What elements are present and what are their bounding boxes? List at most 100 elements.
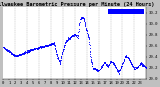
Point: [59, 60, 62, 62]
Point: [79, 18, 81, 19]
Point: [24, 52, 26, 54]
Point: [39, 46, 42, 47]
Point: [86, 32, 88, 33]
Point: [90, 59, 92, 60]
Point: [22, 52, 24, 54]
Point: [21, 53, 23, 55]
Point: [87, 36, 90, 38]
Point: [94, 67, 97, 69]
Point: [49, 44, 51, 45]
Point: [8, 51, 11, 52]
Point: [50, 44, 53, 45]
Point: [80, 16, 83, 18]
Point: [15, 55, 18, 57]
Point: [26, 51, 28, 53]
Point: [134, 68, 136, 70]
Point: [5, 49, 7, 50]
Point: [70, 35, 73, 37]
Point: [2, 46, 4, 47]
Point: [126, 58, 129, 59]
Point: [38, 47, 40, 48]
Point: [25, 52, 28, 53]
Point: [68, 38, 71, 39]
Point: [132, 66, 134, 67]
Point: [22, 53, 24, 54]
Point: [77, 28, 80, 30]
Point: [132, 65, 134, 66]
Point: [9, 51, 11, 52]
Point: [108, 64, 110, 65]
Point: [86, 32, 89, 34]
Point: [78, 25, 80, 26]
Point: [3, 48, 6, 50]
Point: [126, 56, 128, 58]
Point: [140, 63, 143, 65]
Point: [62, 49, 64, 51]
Point: [106, 66, 109, 68]
Point: [25, 52, 27, 53]
Point: [97, 70, 100, 71]
Point: [74, 33, 76, 34]
Point: [71, 34, 73, 36]
Point: [35, 48, 37, 49]
Point: [131, 65, 134, 66]
Point: [30, 49, 32, 51]
Point: [29, 49, 32, 50]
Point: [85, 29, 87, 30]
Point: [68, 37, 71, 39]
Point: [58, 63, 61, 65]
Point: [140, 63, 142, 64]
Point: [94, 68, 96, 70]
Point: [88, 43, 91, 44]
Point: [79, 18, 81, 20]
Point: [109, 62, 112, 64]
Point: [30, 49, 32, 51]
Point: [140, 63, 142, 65]
Point: [73, 34, 75, 35]
Point: [66, 39, 68, 41]
Point: [11, 53, 13, 54]
Point: [104, 61, 106, 63]
Point: [32, 48, 35, 49]
Point: [120, 66, 122, 68]
Point: [33, 47, 36, 49]
Point: [113, 64, 116, 66]
Point: [16, 55, 19, 56]
Point: [102, 64, 104, 66]
Point: [82, 17, 85, 18]
Point: [47, 45, 49, 46]
Point: [70, 36, 72, 37]
Point: [85, 30, 88, 31]
Point: [27, 51, 30, 52]
Point: [66, 41, 69, 42]
Point: [32, 49, 34, 50]
Point: [79, 18, 82, 19]
Point: [91, 66, 94, 67]
Point: [8, 51, 10, 52]
Point: [68, 37, 70, 39]
Point: [81, 17, 84, 18]
Point: [95, 70, 98, 71]
Point: [76, 37, 79, 39]
Point: [106, 65, 108, 67]
Point: [52, 43, 54, 44]
Point: [42, 47, 44, 48]
Point: [93, 68, 95, 69]
Point: [117, 72, 120, 73]
Point: [139, 64, 141, 65]
Point: [11, 53, 14, 55]
Point: [22, 52, 25, 53]
Point: [143, 65, 145, 66]
Point: [145, 67, 147, 68]
Point: [23, 52, 25, 53]
Point: [6, 49, 9, 51]
Point: [110, 60, 112, 62]
Point: [70, 36, 72, 38]
Point: [45, 46, 48, 47]
Point: [53, 44, 56, 45]
Point: [122, 60, 125, 62]
Point: [93, 67, 95, 69]
Point: [134, 68, 136, 69]
Point: [96, 69, 99, 71]
Point: [21, 53, 24, 54]
